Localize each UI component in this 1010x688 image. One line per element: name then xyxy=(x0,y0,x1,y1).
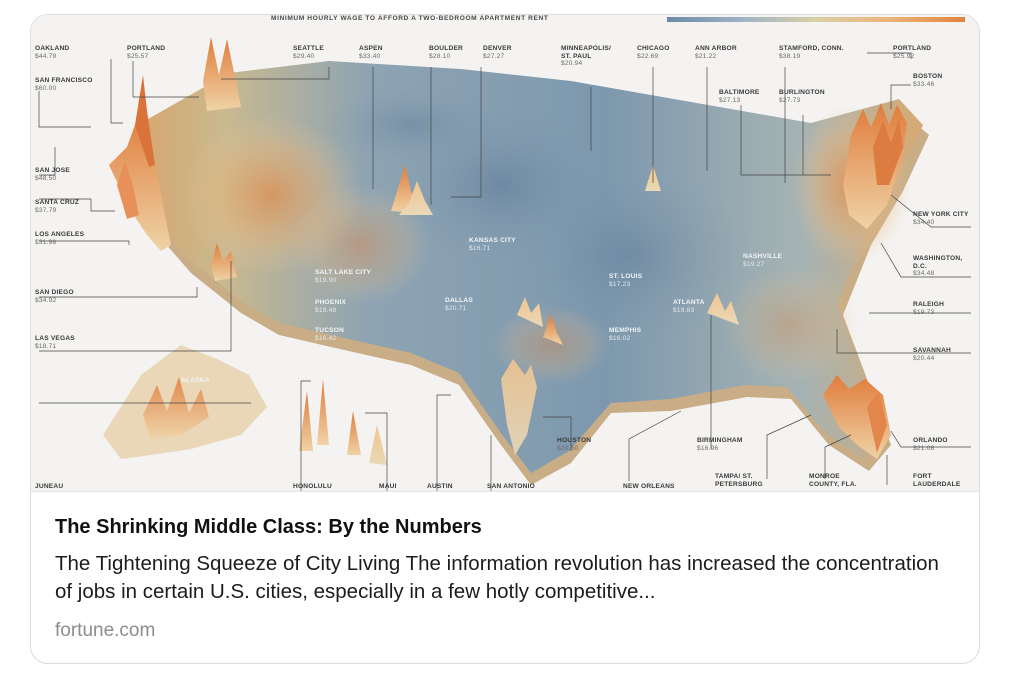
city-label-fort-lauderdale: FORT LAUDERDALE xyxy=(913,473,961,488)
article-description: The Tightening Squeeze of City Living Th… xyxy=(55,552,939,603)
city-label-san-francisco: SAN FRANCISCO $60.00 xyxy=(35,77,93,92)
city-label-st-louis: ST. LOUIS $17.23 xyxy=(609,273,643,288)
color-scale xyxy=(667,17,965,22)
region-label-alaska: ALASKA xyxy=(181,377,210,384)
city-label-portland-me: PORTLAND $25.92 xyxy=(893,45,932,60)
city-label-stamford: STAMFORD, CONN. $38.19 xyxy=(779,45,844,60)
city-label-boston: BOSTON $33.46 xyxy=(913,73,943,88)
city-label-houston: HOUSTON $20.50 xyxy=(557,437,592,452)
preview-image[interactable]: MINIMUM HOURLY WAGE TO AFFORD A TWO-BEDR… xyxy=(31,15,979,491)
city-label-san-jose: SAN JOSE $48.50 xyxy=(35,167,70,182)
source-domain: fortune.com xyxy=(55,620,156,641)
city-label-las-vegas: LAS VEGAS $18.71 xyxy=(35,335,75,350)
city-label-honolulu: HONOLULU xyxy=(293,483,332,490)
city-label-raleigh: RALEIGH $19.73 xyxy=(913,301,945,316)
city-label-minneapolis: MINNEAPOLIS/ ST. PAUL $20.94 xyxy=(561,45,612,68)
city-label-maui: MAUI xyxy=(379,483,397,490)
link-preview-card[interactable]: MINIMUM HOURLY WAGE TO AFFORD A TWO-BEDR… xyxy=(30,14,980,664)
city-label-oakland: OAKLAND $44.79 xyxy=(35,45,70,60)
city-label-phoenix: PHOENIX $19.48 xyxy=(315,299,347,314)
city-label-tampa: TAMPA/ ST. PETERSBURG xyxy=(715,473,763,488)
city-label-salt-lake-city: SALT LAKE CITY $19.90 xyxy=(315,269,372,284)
city-label-monroe-county: MONROE COUNTY, FLA. xyxy=(809,473,857,488)
city-label-new-york-city: NEW YORK CITY $34.40 xyxy=(913,211,969,226)
city-label-atlanta: ATLANTA $19.83 xyxy=(673,299,705,314)
city-label-washington-dc: WASHINGTON, D.C. $34.48 xyxy=(913,255,963,278)
link-preview-caption[interactable]: The Shrinking Middle Class: By the Numbe… xyxy=(31,491,979,663)
city-label-burlington: BURLINGTON $27.73 xyxy=(779,89,825,104)
city-label-nashville: NASHVILLE $19.27 xyxy=(743,253,783,268)
city-label-seattle: SEATTLE $29.40 xyxy=(293,45,324,60)
article-title[interactable]: The Shrinking Middle Class: By the Numbe… xyxy=(55,516,482,538)
city-label-savannah: SAVANNAH $20.44 xyxy=(913,347,951,362)
city-label-orlando: ORLANDO $21.08 xyxy=(913,437,948,452)
city-label-new-orleans: NEW ORLEANS xyxy=(623,483,675,490)
region-label-hawaii: HAWAII xyxy=(317,449,342,456)
city-label-san-antonio: SAN ANTONIO xyxy=(487,483,535,490)
city-label-aspen: ASPEN $33.40 xyxy=(359,45,383,60)
city-label-portland-or: PORTLAND $25.57 xyxy=(127,45,166,60)
city-label-tucson: TUCSON $16.42 xyxy=(315,327,345,342)
us-rent-map xyxy=(38,37,971,491)
city-label-austin: AUSTIN xyxy=(427,483,453,490)
city-label-baltimore: BALTIMORE $27.13 xyxy=(719,89,760,104)
city-label-boulder: BOULDER $28.10 xyxy=(429,45,464,60)
city-label-dallas: DALLAS $20.71 xyxy=(445,297,473,312)
city-label-santa-cruz: SANTA CRUZ $37.79 xyxy=(35,199,80,214)
map-header: MINIMUM HOURLY WAGE TO AFFORD A TWO-BEDR… xyxy=(271,15,549,22)
city-label-memphis: MEMPHIS $16.02 xyxy=(609,327,642,342)
city-label-birmingham: BIRMINGHAM $16.96 xyxy=(697,437,743,452)
city-label-chicago: CHICAGO $22.69 xyxy=(637,45,670,60)
city-label-denver: DENVER $27.27 xyxy=(483,45,512,60)
city-label-san-diego: SAN DIEGO $34.92 xyxy=(35,289,74,304)
city-label-los-angeles: LOS ANGELES $31.98 xyxy=(35,231,85,246)
city-label-ann-arbor: ANN ARBOR $21.22 xyxy=(695,45,737,60)
city-label-kansas-city: KANSAS CITY $16.71 xyxy=(469,237,516,252)
city-label-juneau: JUNEAU xyxy=(35,483,64,490)
